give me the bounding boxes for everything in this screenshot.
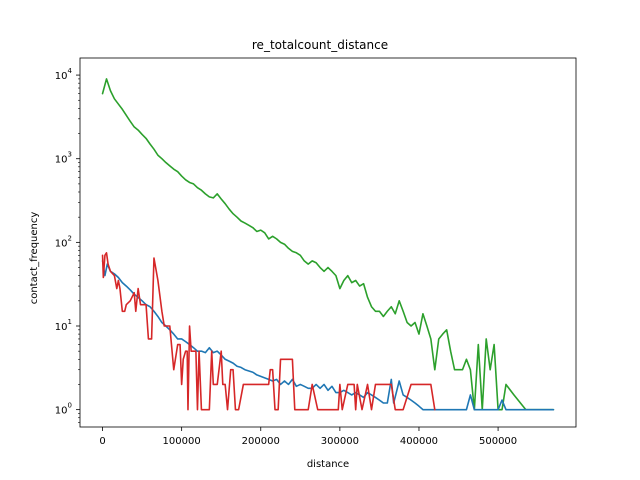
y-axis: 100 101 102 103 104 bbox=[55, 67, 80, 423]
x-axis: 0 100000 200000 300000 400000 500000 bbox=[99, 427, 517, 447]
series-layer bbox=[101, 78, 555, 411]
y-tick-label: 104 bbox=[55, 67, 73, 82]
x-tick-label: 100000 bbox=[163, 436, 201, 447]
series-line-2 bbox=[101, 252, 436, 411]
x-axis-label: distance bbox=[307, 459, 349, 470]
y-tick-label: 103 bbox=[55, 151, 72, 166]
x-tick-label: 0 bbox=[99, 436, 105, 447]
series-line-0 bbox=[101, 78, 555, 411]
y-tick-label: 101 bbox=[55, 318, 72, 333]
y-tick-label: 102 bbox=[55, 234, 72, 249]
x-tick-label: 400000 bbox=[400, 436, 438, 447]
chart-title: re_totalcount_distance bbox=[252, 38, 388, 52]
y-axis-label: contact_frequency bbox=[29, 212, 40, 305]
y-tick-label: 100 bbox=[55, 402, 72, 417]
x-tick-label: 300000 bbox=[321, 436, 359, 447]
x-tick-label: 200000 bbox=[242, 436, 280, 447]
x-tick-label: 500000 bbox=[479, 436, 517, 447]
series-line-1 bbox=[101, 260, 555, 411]
